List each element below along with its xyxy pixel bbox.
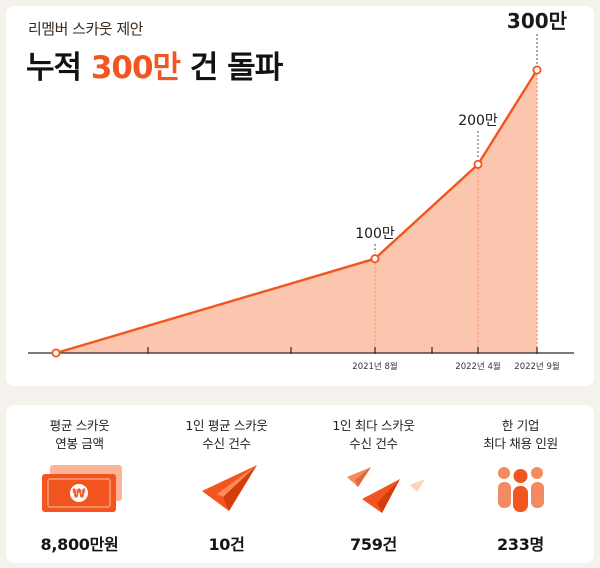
stats-card: 평균 스카웃 연봉 금액 ₩ 8,800만원 1인 평균 스카웃 수신 건수 xyxy=(6,405,594,563)
area-chart: 100만 200만 300만 2021년 8월 2022년 4월 2022년 9월 xyxy=(28,9,574,372)
stat-label: 1인 최다 스카웃 수신 건수 xyxy=(300,417,447,453)
stat-label-line: 수신 건수 xyxy=(349,436,398,451)
stat-avg-received: 1인 평균 스카웃 수신 건수 10건 xyxy=(153,405,300,563)
stat-max-hire: 한 기업 최다 채용 인원 233명 xyxy=(447,405,594,563)
chart-card: 리멤버 스카웃 제안 누적 300만 건 돌파 100만 200만 300만 2021… xyxy=(6,6,594,386)
stat-label-line: 1인 평균 스카웃 xyxy=(185,418,268,433)
stat-label-line: 최다 채용 인원 xyxy=(483,436,558,451)
stat-label: 한 기업 최다 채용 인원 xyxy=(447,417,594,453)
chart-title: 누적 300만 건 돌파 xyxy=(26,42,283,87)
data-point xyxy=(370,254,380,264)
paper-plane-icon xyxy=(153,463,300,513)
people-icon xyxy=(447,463,594,513)
stat-label: 평균 스카웃 연봉 금액 xyxy=(6,417,153,453)
won-symbol: ₩ xyxy=(72,487,86,501)
series-line xyxy=(55,69,539,355)
stat-label-line: 수신 건수 xyxy=(202,436,251,451)
money-icon: ₩ xyxy=(6,463,153,513)
stat-max-received: 1인 최다 스카웃 수신 건수 759건 xyxy=(300,405,447,563)
area-fill xyxy=(56,70,537,353)
chart-subtitle: 리멤버 스카웃 제안 xyxy=(28,20,143,38)
title-prefix: 누적 xyxy=(26,50,91,86)
stat-value: 8,800만원 xyxy=(40,535,119,554)
stat-label-line: 한 기업 xyxy=(501,418,540,433)
stat-label: 1인 평균 스카웃 수신 건수 xyxy=(153,417,300,453)
title-suffix: 건 돌파 xyxy=(180,50,283,86)
data-point xyxy=(51,348,61,358)
data-label: 200만 xyxy=(458,113,498,129)
stat-value: 10건 xyxy=(208,535,245,554)
stat-label-line: 연봉 금액 xyxy=(55,436,104,451)
x-tick-label: 2022년 4월 xyxy=(455,361,500,372)
stat-value: 233명 xyxy=(497,535,544,554)
paper-planes-icon xyxy=(300,463,447,513)
title-accent: 300만 xyxy=(90,50,181,86)
x-tick-label: 2022년 9월 xyxy=(514,361,559,372)
data-label: 100만 xyxy=(355,226,395,242)
x-tick-label: 2021년 8월 xyxy=(352,361,397,372)
data-point xyxy=(473,159,483,169)
stat-avg-salary: 평균 스카웃 연봉 금액 ₩ 8,800만원 xyxy=(6,405,153,563)
stat-value: 759건 xyxy=(350,535,397,554)
stat-label-line: 평균 스카웃 xyxy=(49,418,110,433)
stat-label-line: 1인 최다 스카웃 xyxy=(332,418,415,433)
data-point xyxy=(532,65,542,75)
data-label: 300만 xyxy=(507,9,568,33)
